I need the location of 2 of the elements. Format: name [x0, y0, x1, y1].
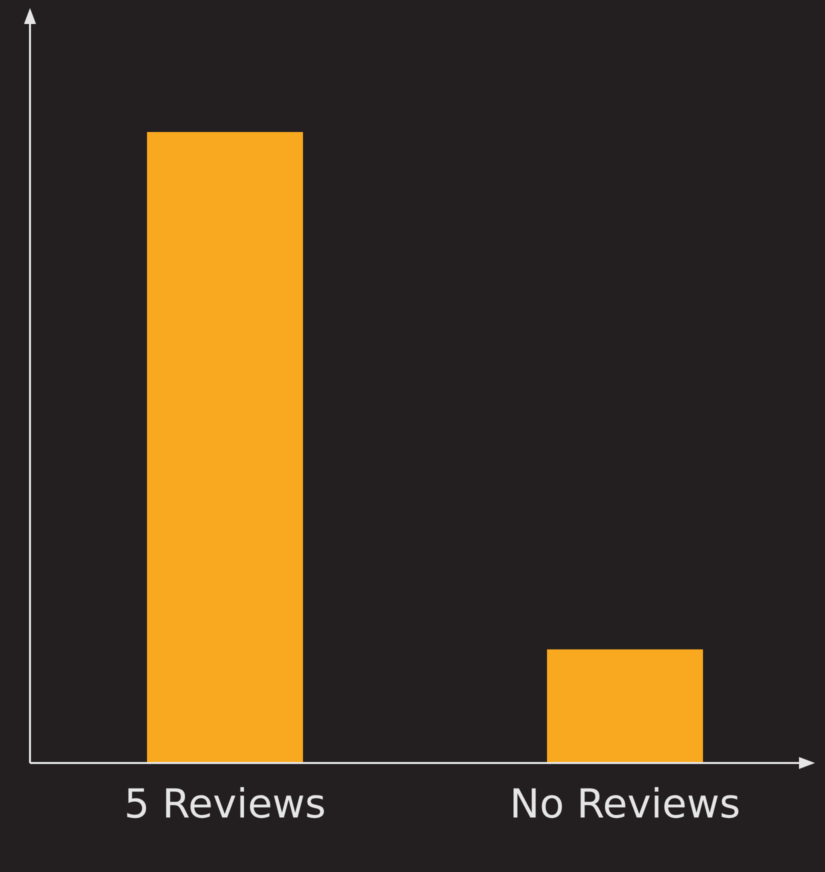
x-tick-label: 5 Reviews — [124, 781, 326, 828]
x-tick-label: No Reviews — [510, 781, 740, 828]
